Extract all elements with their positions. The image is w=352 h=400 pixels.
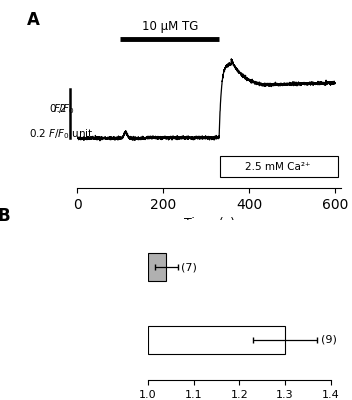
Text: 0.2 $\mathit{F/F_0}$ unit: 0.2 $\mathit{F/F_0}$ unit: [29, 127, 93, 141]
Bar: [148, 326, 285, 354]
Text: $\mathit{F/F_0}$: $\mathit{F/F_0}$: [53, 102, 75, 116]
Text: (9): (9): [321, 335, 337, 345]
Text: A: A: [27, 11, 40, 29]
Text: 2.5 mM Ca²⁺: 2.5 mM Ca²⁺: [245, 162, 311, 172]
Bar: [148, 254, 166, 281]
Text: 0.2: 0.2: [50, 104, 69, 114]
Text: 10 μM TG: 10 μM TG: [142, 20, 198, 33]
FancyBboxPatch shape: [220, 156, 338, 177]
Text: B: B: [0, 207, 10, 225]
Text: (7): (7): [181, 262, 197, 272]
X-axis label: Time (s): Time (s): [184, 217, 235, 230]
